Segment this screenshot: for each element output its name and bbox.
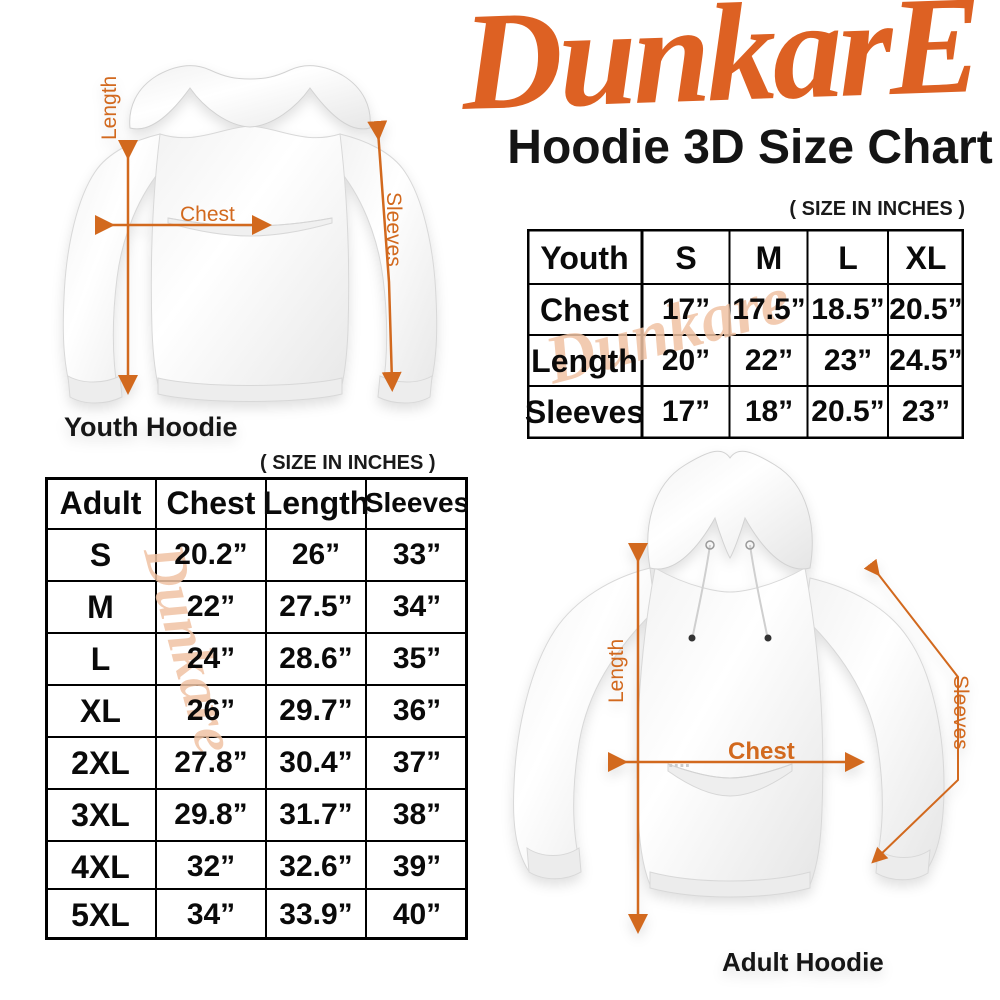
svg-text:DunkarE: DunkarE bbox=[457, 0, 981, 132]
